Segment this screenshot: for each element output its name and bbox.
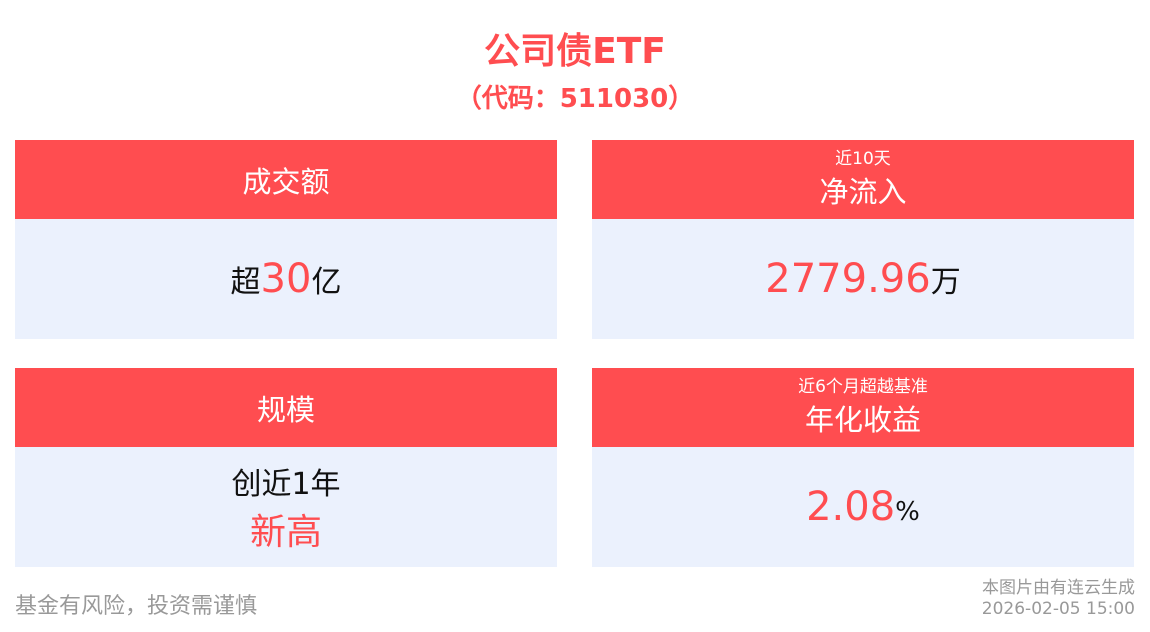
card-header: 规模: [15, 368, 557, 447]
card-value: 30: [260, 256, 312, 302]
card-scale: 规模 创近1年新高: [15, 368, 557, 567]
value-suffix: 万: [930, 265, 961, 300]
card-header: 近6个月超越基准年化收益: [592, 368, 1134, 447]
value-prefix: 超: [230, 265, 261, 300]
card-header: 成交额: [15, 140, 557, 219]
value-suffix: 亿: [311, 265, 342, 300]
fund-code: （代码：511030）: [455, 84, 695, 114]
card-net-inflow: 近10天净流入 2779.96万: [592, 140, 1134, 339]
card-label: 规模: [256, 392, 315, 427]
card-header: 近10天净流入: [592, 140, 1134, 219]
card-body: 超30亿: [15, 219, 557, 339]
card-label: 年化收益: [804, 402, 921, 437]
card-turnover: 成交额 超30亿: [15, 140, 557, 339]
timestamp: 2026-02-05 15:00: [981, 599, 1135, 619]
card-annual-return: 近6个月超越基准年化收益 2.08%: [592, 368, 1134, 567]
card-value: 新高: [249, 512, 322, 553]
card-body: 创近1年新高: [15, 447, 557, 567]
card-sublabel: 近6个月超越基准: [798, 376, 928, 397]
card-value: 2779.96: [765, 256, 931, 302]
card-value: 2.08: [806, 484, 896, 530]
card-body: 2.08%: [592, 447, 1134, 567]
card-label: 净流入: [819, 174, 907, 209]
risk-disclaimer: 基金有风险，投资需谨慎: [15, 594, 258, 619]
card-body: 2779.96万: [592, 219, 1134, 339]
page-title: 公司债ETF: [484, 31, 666, 72]
card-label: 成交额: [242, 164, 330, 199]
source-text: 本图片由有连云生成: [982, 578, 1135, 598]
source-note: 本图片由有连云生成 2026-02-05 15:00: [982, 578, 1135, 620]
value-suffix: %: [895, 497, 920, 527]
card-sublabel: 近10天: [835, 148, 891, 169]
card-line: 创近1年: [231, 467, 341, 502]
